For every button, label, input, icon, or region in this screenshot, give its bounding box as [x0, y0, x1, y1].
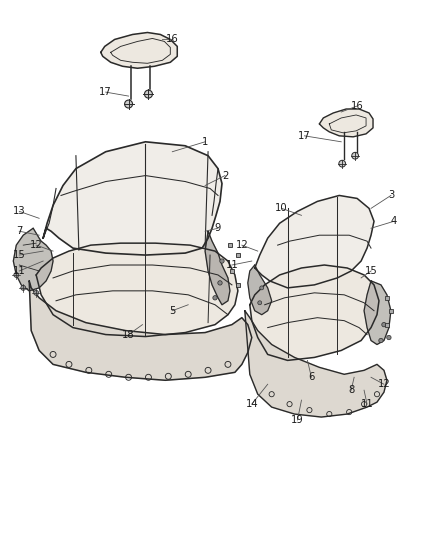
Polygon shape [29, 281, 252, 380]
Circle shape [387, 335, 391, 340]
Text: 15: 15 [365, 266, 378, 276]
Circle shape [14, 272, 19, 278]
Polygon shape [245, 311, 387, 417]
Circle shape [220, 259, 224, 263]
Text: 7: 7 [16, 226, 22, 236]
Text: 12: 12 [378, 379, 390, 389]
Text: 16: 16 [166, 35, 179, 44]
Text: 16: 16 [351, 101, 364, 111]
Text: 12: 12 [236, 240, 248, 250]
Polygon shape [205, 231, 230, 305]
Text: 4: 4 [391, 216, 397, 227]
Circle shape [352, 152, 359, 159]
Text: 1: 1 [202, 137, 208, 147]
Circle shape [145, 90, 152, 98]
Polygon shape [43, 142, 222, 255]
Polygon shape [36, 243, 238, 336]
Circle shape [258, 301, 262, 305]
Text: 5: 5 [169, 306, 176, 316]
Polygon shape [364, 281, 391, 344]
Text: 10: 10 [276, 204, 288, 213]
Polygon shape [13, 228, 53, 291]
Text: 3: 3 [388, 190, 394, 200]
Text: 8: 8 [348, 385, 354, 395]
Text: 2: 2 [222, 171, 228, 181]
Circle shape [21, 285, 26, 290]
Circle shape [379, 338, 383, 343]
Polygon shape [319, 109, 373, 137]
Text: 19: 19 [291, 415, 304, 425]
Polygon shape [250, 265, 379, 360]
Circle shape [124, 100, 133, 108]
Circle shape [382, 322, 386, 327]
Circle shape [218, 281, 222, 285]
Text: 15: 15 [13, 250, 26, 260]
Text: 6: 6 [308, 372, 314, 382]
Text: 11: 11 [226, 260, 238, 270]
Text: 18: 18 [122, 329, 135, 340]
Text: 12: 12 [30, 240, 42, 250]
Text: 17: 17 [99, 87, 112, 97]
Circle shape [34, 290, 39, 295]
Text: 14: 14 [245, 399, 258, 409]
Text: 13: 13 [13, 206, 25, 216]
Circle shape [213, 296, 217, 300]
Polygon shape [101, 33, 177, 68]
Text: 9: 9 [215, 223, 221, 233]
Polygon shape [255, 196, 374, 288]
Text: 17: 17 [298, 131, 311, 141]
Polygon shape [248, 265, 272, 314]
Text: 11: 11 [13, 266, 26, 276]
Circle shape [339, 160, 346, 167]
Circle shape [260, 286, 264, 290]
Text: 11: 11 [360, 399, 374, 409]
